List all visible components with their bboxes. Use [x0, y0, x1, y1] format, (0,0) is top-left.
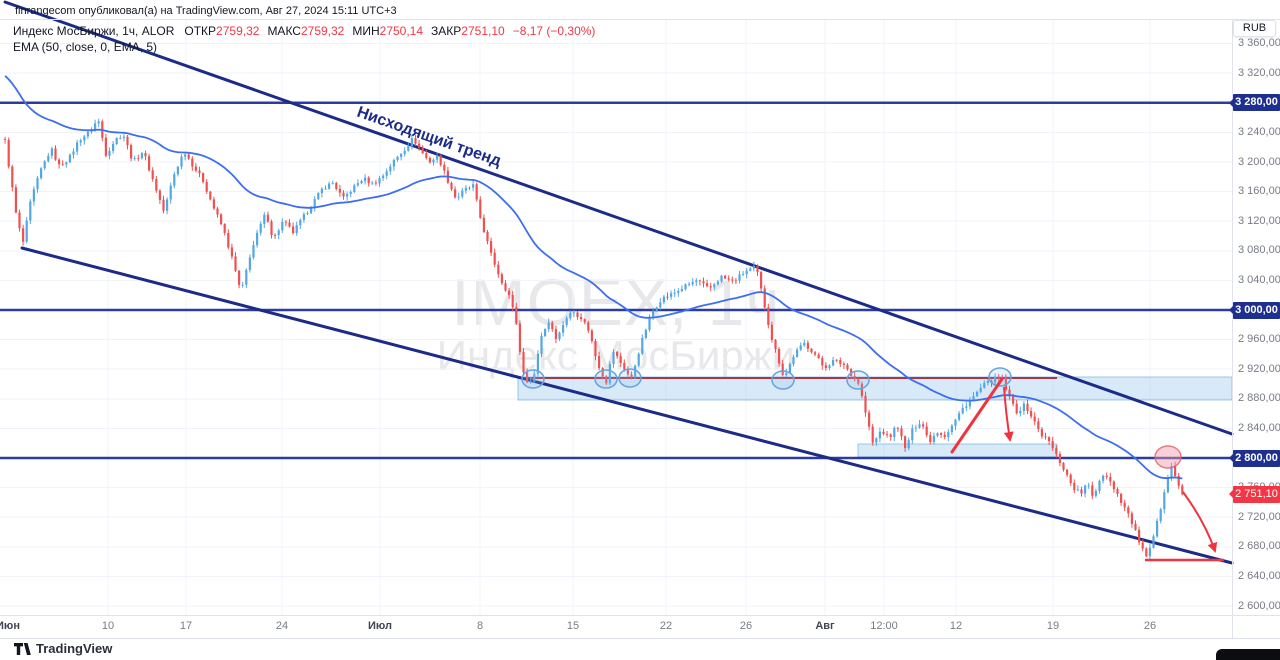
touch-point-circle[interactable]	[594, 369, 618, 389]
price-tick-label: 3 080,00	[1238, 244, 1280, 257]
price-tick-label: 3 360,00	[1238, 37, 1280, 50]
red-impulse-line[interactable]	[950, 377, 1004, 454]
price-level-label: 3 000,00	[1229, 301, 1280, 319]
time-tick-label: Июн	[0, 620, 20, 632]
time-tick-label: Июл	[367, 620, 393, 632]
last-price-label: 2 751,10	[1229, 485, 1280, 503]
touch-point-circle[interactable]	[618, 368, 642, 388]
time-tick-label: Авг	[815, 620, 835, 632]
footer-logo[interactable]: TradingView	[14, 641, 112, 656]
upper-trendline[interactable]	[3, 0, 1234, 436]
price-level-label: 3 280,00	[1229, 94, 1280, 112]
price-tick-label: 2 640,00	[1238, 569, 1280, 582]
legend-low-value: 2750,14	[379, 24, 424, 38]
time-tick-label: 10	[101, 620, 115, 632]
label-pointer	[1229, 490, 1233, 499]
legend-open-label: ОТКР	[184, 24, 217, 38]
touch-point-circle[interactable]	[521, 369, 545, 389]
attribution-text: finrangecom опубликовал(а) на TradingVie…	[15, 5, 397, 17]
time-tick-label: 26	[739, 620, 753, 632]
highlight-circle-2800[interactable]	[1154, 445, 1182, 469]
tradingview-icon	[14, 642, 31, 655]
currency-toggle-button[interactable]: RUB	[1233, 20, 1276, 37]
price-tick-label: 2 680,00	[1238, 540, 1280, 553]
time-tick-label: 22	[659, 620, 673, 632]
touch-point-circle[interactable]	[988, 367, 1012, 387]
time-tick-label: 24	[275, 620, 289, 632]
divider	[1232, 19, 1233, 638]
lower-trendline[interactable]	[20, 246, 1234, 565]
price-tick-label: 3 160,00	[1238, 185, 1280, 198]
divider	[0, 638, 1280, 639]
price-tick-label: 2 600,00	[1238, 599, 1280, 612]
price-axis[interactable]: 2 600,002 640,002 680,002 720,002 760,00…	[1229, 19, 1280, 638]
time-axis[interactable]: Июн 10 17 24 Июл 8 15 22 26 Авг 12:00 12 19 26	[0, 615, 1232, 638]
legend-open-value: 2759,32	[216, 24, 260, 38]
legend-indicator-row[interactable]: EMA (50, close, 0, EMA, 5)	[13, 39, 595, 55]
price-tick-label: 2 880,00	[1238, 392, 1280, 405]
legend-change: −8,17 (−0,30%)	[512, 24, 596, 38]
label-pointer	[1229, 306, 1233, 314]
price-tick-label: 2 960,00	[1238, 333, 1280, 346]
legend-close-label: ЗАКР	[431, 24, 462, 38]
price-tick-label: 3 120,00	[1238, 214, 1280, 227]
price-tick-label: 2 920,00	[1238, 362, 1280, 375]
legend-close-value: 2751,10	[461, 24, 505, 38]
time-tick-label: 26	[1143, 620, 1157, 632]
price-tick-label: 3 200,00	[1238, 155, 1280, 168]
label-pointer	[1229, 98, 1233, 107]
time-tick-label: 17	[179, 620, 193, 632]
legend-indicator: EMA (50, close, 0, EMA, 5)	[13, 40, 158, 54]
red-down-arrow-2[interactable]	[1182, 491, 1218, 553]
time-tick-label: 15	[566, 620, 580, 632]
touch-point-circle[interactable]	[846, 370, 870, 390]
divider	[0, 19, 1280, 20]
legend-high-label: МАКС	[267, 24, 301, 38]
price-tick-label: 3 240,00	[1238, 125, 1280, 138]
price-tick-label: 2 840,00	[1238, 421, 1280, 434]
tradingview-logo-text: TradingView	[36, 641, 113, 656]
touch-point-circle[interactable]	[771, 370, 795, 390]
red-down-arrow-1[interactable]	[1003, 386, 1014, 442]
legend-main-row[interactable]: Индекс МосБиржи, 1ч, ALOR ОТКР2759,32 МАКС…	[13, 23, 595, 39]
legend: Индекс МосБиржи, 1ч, ALOR ОТКР2759,32 МАКС…	[13, 23, 595, 55]
ema-line[interactable]	[4, 75, 1183, 480]
time-tick-label: 8	[476, 620, 484, 632]
candles-layer	[4, 118, 1184, 561]
divider	[0, 615, 1280, 616]
legend-low-label: МИН	[352, 24, 380, 38]
label-pointer	[1229, 454, 1233, 462]
time-tick-label: 12	[949, 620, 963, 632]
time-tick-label: 12:00	[870, 620, 898, 632]
price-tick-label: 3 040,00	[1238, 273, 1280, 286]
legend-symbol[interactable]: Индекс МосБиржи, 1ч, ALOR	[13, 24, 175, 38]
legend-high-value: 2759,32	[300, 24, 345, 38]
price-tick-label: 3 320,00	[1238, 66, 1280, 79]
time-tick-label: 19	[1046, 620, 1060, 632]
price-level-label: 2 800,00	[1229, 449, 1280, 467]
bottom-right-overlay	[1216, 649, 1280, 660]
price-tick-label: 2 720,00	[1238, 510, 1280, 523]
